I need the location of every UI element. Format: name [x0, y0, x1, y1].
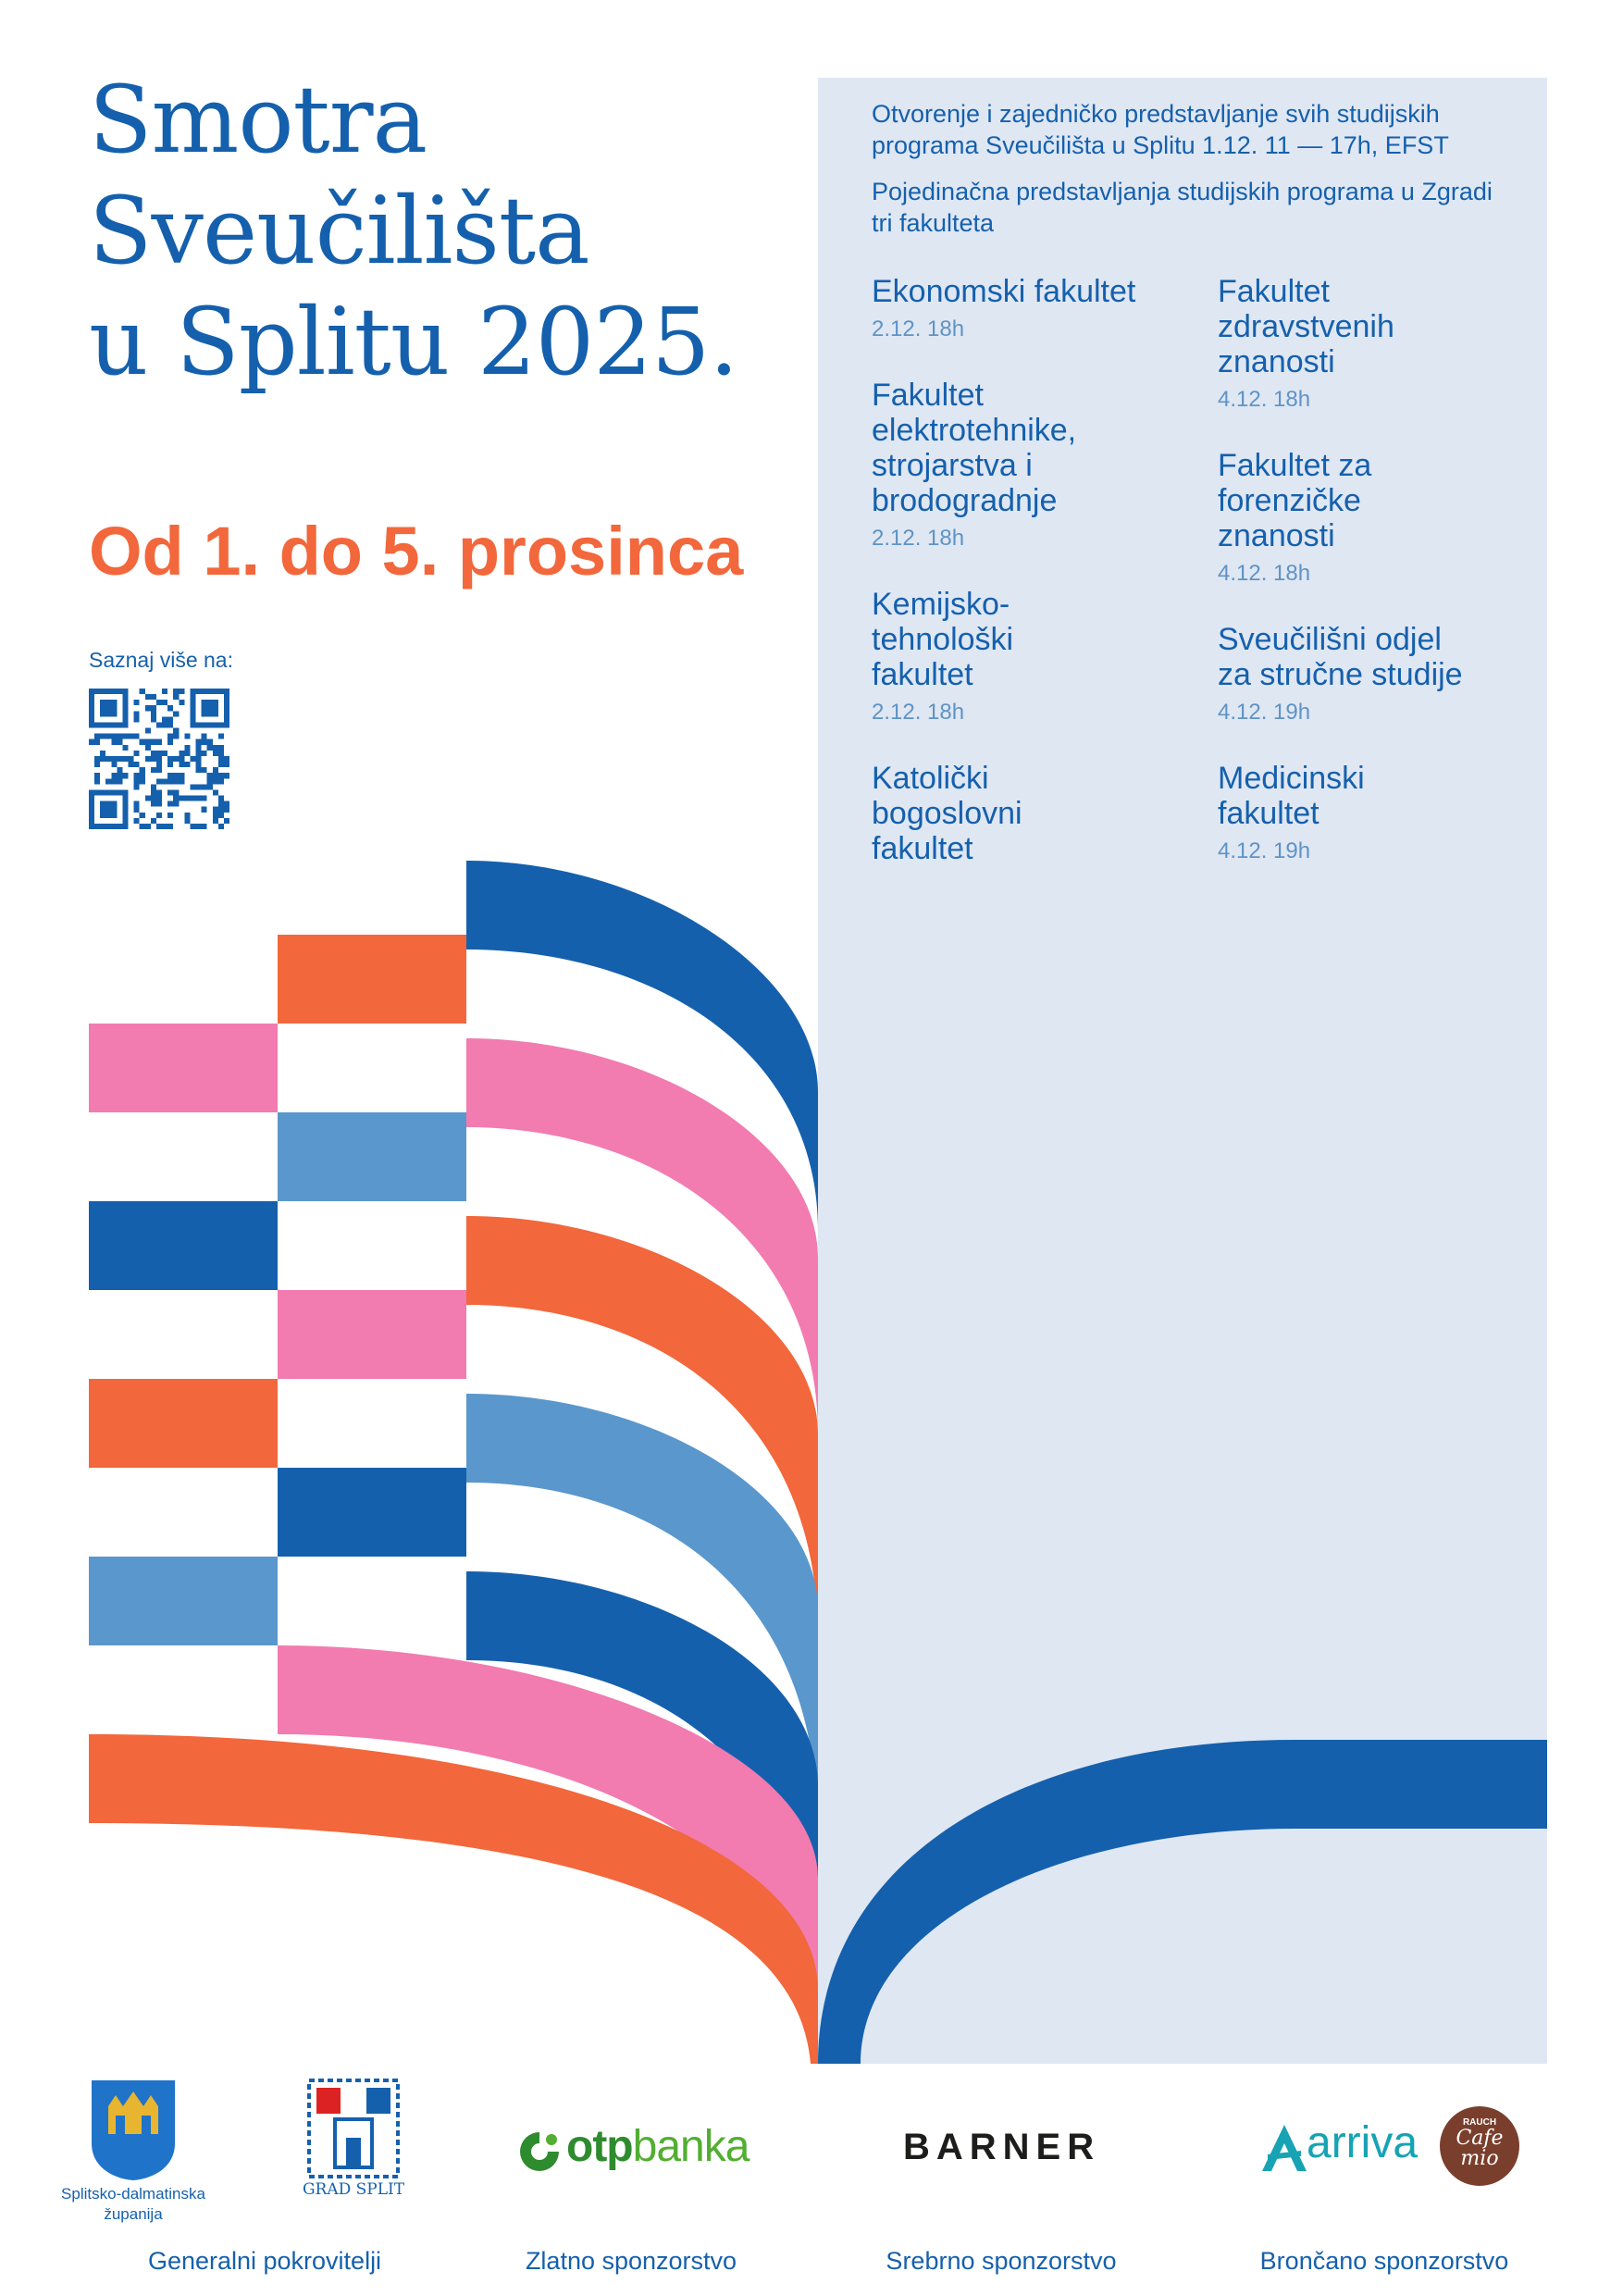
graphic-band — [466, 861, 818, 1231]
faculty-name: Fakultet za forenzičke znanosti — [1218, 448, 1372, 553]
graphic-block — [89, 1024, 278, 1112]
graphic-band — [466, 1216, 818, 1638]
poster-title: Smotra Sveučilišta u Splitu 2025. — [89, 65, 738, 398]
faculty-name: Kemijsko- tehnološki fakultet — [872, 587, 1014, 692]
more-info-label: Saznaj više na: — [89, 648, 233, 672]
graphic-band — [466, 1571, 818, 2008]
graphic-band-right — [818, 1740, 1547, 2064]
title-line: Smotra — [89, 66, 427, 174]
faculty-name: Fakultet zdravstvenih znanosti — [1218, 274, 1394, 379]
qr-code-icon[interactable] — [89, 689, 229, 829]
county-label: Splitsko-dalmatinska županija — [61, 2185, 205, 2223]
presentation-date: 4.12. 18h — [1218, 561, 1311, 586]
graphic-block — [89, 1557, 278, 1645]
individual-presentations-text: Pojedinačna predstavljanja studijskih pr… — [872, 178, 1493, 237]
faculty-name: Katolički bogoslovni fakultet — [872, 761, 1022, 866]
decorative-book-graphic — [89, 861, 1547, 2064]
poster-dates: Od 1. do 5. prosinca — [89, 513, 744, 590]
schedule-intro: Otvorenje i zajedničko predstavljanje sv… — [872, 98, 1519, 254]
schedule-entry: Medicinski fakultet 4.12. 19h — [1218, 761, 1523, 865]
sponsor-label-silver: Srebrno sponzorstvo — [886, 2247, 1117, 2275]
presentation-date: 4.12. 19h — [1218, 700, 1311, 725]
graphic-band — [466, 1394, 818, 1832]
opening-text: Otvorenje i zajedničko predstavljanje sv… — [872, 100, 1449, 159]
schedule-entry: Ekonomski fakultet 2.12. 18h — [872, 274, 1177, 343]
sponsor-label-bronze: Brončano sponzorstvo — [1259, 2247, 1509, 2275]
schedule-entry: Fakultet za forenzičke znanosti 4.12. 18h — [1218, 448, 1523, 588]
presentation-date: 2.12. 18h — [872, 526, 965, 551]
sponsors-section: Splitsko-dalmatinska županija GRAD SPLIT… — [0, 2064, 1623, 2295]
otp-text: otp — [566, 2122, 634, 2171]
grad-split-label: GRAD SPLIT — [302, 2180, 405, 2199]
faculty-name: Fakultet elektrotehnike, strojarstva i b… — [872, 378, 1077, 518]
arriva-logo-icon — [1262, 2125, 1307, 2171]
sponsor-label-gold: Zlatno sponzorstvo — [525, 2247, 737, 2275]
graphic-block — [278, 1112, 466, 1201]
graphic-band — [89, 1734, 818, 2064]
rauch-brand: RAUCH — [1462, 2117, 1497, 2128]
cafe-text: Cafe — [1456, 2127, 1504, 2150]
faculty-name: Ekonomski fakultet — [872, 274, 1136, 309]
presentation-date: 2.12. 18h — [872, 700, 965, 725]
graphic-band — [278, 1645, 818, 2064]
schedule-entry: Sveučilišni odjel za stručne studije 4.12… — [1218, 622, 1523, 726]
barner-logo: BARNER — [903, 2127, 1101, 2167]
arriva-logo: arriva — [1307, 2118, 1419, 2167]
graphic-block — [278, 935, 466, 1024]
graphic-block — [278, 1290, 466, 1379]
faculty-name: Medicinski fakultet — [1218, 761, 1365, 831]
title-line: u Splitu 2025. — [89, 288, 738, 396]
title-line: Sveučilišta — [89, 177, 590, 285]
graphic-block — [278, 1468, 466, 1557]
schedule-entry: Fakultet zdravstvenih znanosti 4.12. 18h — [1218, 274, 1523, 414]
banka-text: banka — [632, 2122, 750, 2171]
presentation-date: 2.12. 18h — [872, 316, 965, 341]
mio-text: mio — [1460, 2147, 1499, 2170]
graphic-band — [466, 1038, 818, 1434]
otp-logo-icon — [520, 2132, 559, 2171]
presentation-date: 4.12. 19h — [1218, 838, 1311, 863]
graphic-block — [89, 1201, 278, 1290]
schedule-entry: Fakultet elektrotehnike, strojarstva i b… — [872, 378, 1177, 552]
sponsor-label-general: Generalni pokrovitelji — [147, 2247, 382, 2275]
county-crest-icon — [92, 2080, 175, 2180]
faculty-name: Sveučilišni odjel za stručne studije — [1218, 622, 1463, 692]
presentation-date: 4.12. 18h — [1218, 387, 1311, 412]
graphic-block — [89, 1379, 278, 1468]
schedule-entry: Kemijsko- tehnološki fakultet 2.12. 18h — [872, 587, 1177, 726]
cafe-mio-logo: RAUCH Cafe mio — [1440, 2106, 1519, 2186]
grad-split-crest-icon — [307, 2079, 400, 2178]
otp-banka-logo: otpbanka — [566, 2121, 750, 2172]
